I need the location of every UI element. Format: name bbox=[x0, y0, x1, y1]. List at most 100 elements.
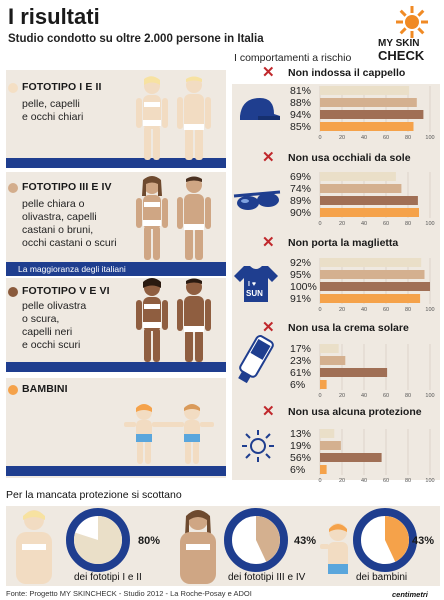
bar bbox=[320, 208, 419, 217]
behavior-label: Non usa la crema solare bbox=[288, 322, 409, 334]
svg-text:SUN: SUN bbox=[246, 289, 263, 298]
bar bbox=[320, 110, 424, 119]
fototipo-3-4-dot bbox=[8, 183, 18, 193]
fototipo-1-2-title: FOTOTIPO I E II bbox=[22, 81, 102, 93]
data-label: 90% bbox=[290, 207, 311, 219]
data-label: 23% bbox=[290, 355, 311, 367]
donut-percent: 43% bbox=[412, 535, 435, 547]
tick-label: 0 bbox=[318, 221, 321, 227]
data-label: 69% bbox=[290, 171, 311, 183]
fototipo-5-6-dot bbox=[8, 287, 18, 297]
data-label: 19% bbox=[290, 440, 311, 452]
tick-label: 60 bbox=[383, 393, 389, 399]
sun-logo-icon bbox=[396, 6, 428, 38]
fototipo-5-6-desc: pelle olivastra o scura, capelli neri e … bbox=[22, 300, 87, 351]
tick-label: 80 bbox=[405, 393, 411, 399]
tick-label: 40 bbox=[361, 135, 367, 141]
data-label: 17% bbox=[290, 343, 311, 355]
cross-icon: ✕ bbox=[262, 319, 275, 336]
bar bbox=[320, 184, 402, 193]
tick-label: 0 bbox=[318, 307, 321, 313]
tick-label: 40 bbox=[361, 221, 367, 227]
bar bbox=[320, 380, 327, 389]
bar bbox=[320, 270, 425, 279]
donut-caption: dei fototipi I e II bbox=[74, 572, 142, 583]
tick-label: 80 bbox=[405, 135, 411, 141]
tick-label: 0 bbox=[318, 135, 321, 141]
behavior-label: Non porta la maglietta bbox=[288, 237, 399, 249]
sunscreen-icon bbox=[238, 335, 274, 384]
tick-label: 40 bbox=[361, 478, 367, 484]
data-label: 100% bbox=[290, 281, 317, 293]
data-label: 88% bbox=[290, 97, 311, 109]
donut-slice bbox=[74, 516, 123, 564]
tick-label: 40 bbox=[361, 307, 367, 313]
bar bbox=[320, 258, 422, 267]
bar bbox=[320, 465, 327, 474]
tick-label: 100 bbox=[425, 135, 434, 141]
bar bbox=[320, 368, 388, 377]
bar bbox=[320, 344, 339, 353]
bar bbox=[320, 172, 396, 181]
tick-label: 20 bbox=[339, 393, 345, 399]
tick-label: 0 bbox=[318, 478, 321, 484]
behavior-label: Non usa occhiali da sole bbox=[288, 152, 411, 164]
blue-divider bbox=[6, 466, 226, 476]
tick-label: 80 bbox=[405, 307, 411, 313]
sunglasses-icon bbox=[233, 190, 281, 210]
blue-divider bbox=[6, 362, 226, 372]
donut-caption: dei bambini bbox=[356, 572, 408, 583]
donut-caption: dei fototipi III e IV bbox=[228, 572, 306, 583]
donut-slice bbox=[385, 516, 409, 562]
bar bbox=[320, 86, 410, 95]
tick-label: 100 bbox=[425, 478, 434, 484]
bar bbox=[320, 196, 418, 205]
data-label: 91% bbox=[290, 293, 311, 305]
data-label: 81% bbox=[290, 85, 311, 97]
sunburnt-figure-child bbox=[320, 523, 348, 574]
data-label: 6% bbox=[290, 379, 305, 391]
cross-icon: ✕ bbox=[262, 234, 275, 251]
donut-slice bbox=[256, 516, 280, 562]
bar bbox=[320, 98, 417, 107]
data-label: 13% bbox=[290, 428, 311, 440]
fototipo-3-4-desc: pelle chiara o olivastra, capelli castan… bbox=[22, 198, 117, 249]
data-label: 89% bbox=[290, 195, 311, 207]
cross-icon: ✕ bbox=[262, 64, 275, 81]
tick-label: 0 bbox=[318, 393, 321, 399]
logo-text: MY SKIN CHECK bbox=[378, 38, 425, 63]
sunburnt-figure-fair bbox=[16, 510, 52, 584]
data-label: 74% bbox=[290, 183, 311, 195]
tick-label: 40 bbox=[361, 393, 367, 399]
majority-banner: La maggioranza degli italiani bbox=[6, 262, 226, 276]
tick-label: 20 bbox=[339, 135, 345, 141]
sunburnt-figure-medium bbox=[180, 510, 216, 584]
data-label: 61% bbox=[290, 367, 311, 379]
data-label: 95% bbox=[290, 269, 311, 281]
data-label: 56% bbox=[290, 452, 311, 464]
page-subtitle: Studio condotto su oltre 2.000 persone i… bbox=[8, 33, 264, 45]
brand-logo: centimetri bbox=[392, 590, 428, 599]
donut-percent: 43% bbox=[294, 535, 317, 547]
cross-icon: ✕ bbox=[262, 149, 275, 166]
page-title: I risultati bbox=[8, 4, 100, 29]
blue-divider bbox=[6, 158, 226, 168]
people-fototipo-5-6-figure bbox=[136, 278, 211, 362]
tick-label: 60 bbox=[383, 307, 389, 313]
bar bbox=[320, 294, 421, 303]
tick-label: 100 bbox=[425, 307, 434, 313]
tick-label: 20 bbox=[339, 307, 345, 313]
people-fototipo-3-4-figure bbox=[136, 176, 211, 260]
behavior-label: Non usa alcuna protezione bbox=[288, 406, 422, 418]
tick-label: 60 bbox=[383, 221, 389, 227]
right-header: I comportamenti a rischio bbox=[234, 52, 352, 64]
cross-icon: ✕ bbox=[262, 403, 275, 420]
fototipo-5-6-title: FOTOTIPO V E VI bbox=[22, 285, 110, 297]
tshirt-icon: I ♥ SUN bbox=[234, 266, 278, 302]
bar bbox=[320, 453, 382, 462]
svg-text:I ♥: I ♥ bbox=[248, 281, 256, 288]
tick-label: 80 bbox=[405, 221, 411, 227]
